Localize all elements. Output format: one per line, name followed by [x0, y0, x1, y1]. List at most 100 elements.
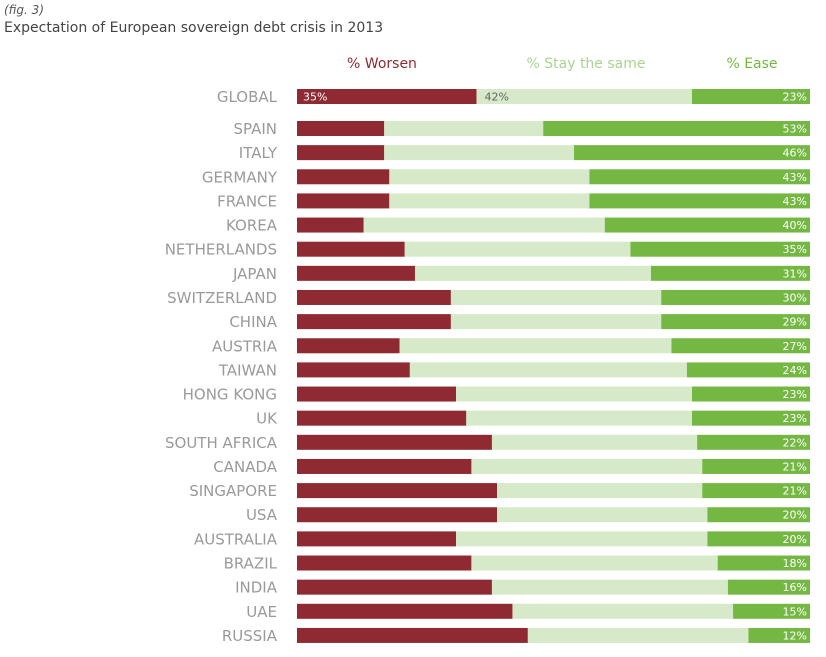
- category-label: AUSTRALIA: [194, 530, 278, 548]
- bar-ease: [630, 241, 810, 257]
- bar-worsen: [297, 241, 405, 257]
- data-label-ease: 20%: [783, 509, 807, 522]
- bar-worsen: [297, 458, 472, 474]
- bar-stay: [404, 241, 631, 257]
- category-label: UK: [256, 410, 278, 428]
- bar-ease: [650, 265, 810, 281]
- category-label: SPAIN: [233, 120, 277, 138]
- bar-worsen: [297, 121, 385, 136]
- data-label-ease: 27%: [783, 340, 807, 353]
- data-label-ease: 12%: [783, 629, 807, 642]
- bar-worsen: [297, 289, 451, 305]
- category-label: TAIWAN: [218, 361, 277, 379]
- category-label: JAPAN: [232, 265, 277, 283]
- bar-worsen: [297, 434, 492, 450]
- bar-stay: [466, 410, 693, 426]
- data-label-ease: 18%: [783, 557, 807, 570]
- data-label-ease: 53%: [783, 123, 807, 136]
- category-label: NETHERLANDS: [165, 241, 277, 259]
- data-label-ease: 30%: [783, 291, 807, 304]
- bar-worsen: [297, 410, 467, 426]
- bar-stay: [384, 145, 575, 161]
- data-label-ease: 31%: [783, 267, 807, 280]
- bar-stay: [389, 169, 590, 185]
- bar-stay: [399, 338, 672, 354]
- category-label: SWITZERLAND: [167, 289, 277, 307]
- category-label: RUSSIA: [222, 627, 278, 645]
- data-label-worsen: 35%: [303, 91, 327, 104]
- bar-worsen: [297, 217, 364, 233]
- bar-ease: [707, 531, 810, 547]
- bar-ease: [702, 458, 810, 474]
- data-label-ease: 40%: [783, 219, 807, 232]
- data-label-ease: 23%: [783, 412, 807, 425]
- category-label: KOREA: [226, 217, 278, 235]
- category-label: GLOBAL: [217, 88, 278, 106]
- bar-ease: [604, 217, 810, 233]
- bar-ease: [589, 169, 810, 185]
- bar-stay: [527, 627, 749, 643]
- bar-worsen: [297, 89, 477, 104]
- category-label: GERMANY: [202, 168, 278, 186]
- bar-ease: [697, 434, 810, 450]
- bar-worsen: [297, 193, 390, 209]
- bar-ease: [692, 89, 810, 104]
- category-label: HONG KONG: [183, 386, 277, 404]
- category-label: USA: [246, 506, 278, 524]
- bar-stay: [471, 555, 718, 571]
- bar-stay: [450, 314, 662, 330]
- data-label-stay: 42%: [485, 91, 509, 104]
- figure-number: (fig. 3): [4, 3, 44, 17]
- bar-worsen: [297, 338, 400, 354]
- data-label-ease: 29%: [783, 316, 807, 329]
- data-label-ease: 46%: [783, 147, 807, 160]
- data-label-ease: 16%: [783, 581, 807, 594]
- bar-ease: [727, 579, 810, 595]
- bar-ease: [686, 362, 810, 378]
- bar-worsen: [297, 579, 492, 595]
- data-label-ease: 15%: [783, 605, 807, 618]
- bar-stay: [497, 483, 703, 499]
- bar-stay: [363, 217, 605, 233]
- legend-ease: % Ease: [726, 56, 777, 72]
- data-label-ease: 43%: [783, 195, 807, 208]
- bar-worsen: [297, 627, 528, 643]
- data-label-ease: 22%: [783, 436, 807, 449]
- bar-worsen: [297, 145, 385, 161]
- category-label: INDIA: [235, 579, 278, 597]
- bar-stay: [471, 458, 703, 474]
- data-label-ease: 35%: [783, 243, 807, 256]
- category-label: AUSTRIA: [212, 337, 278, 355]
- bar-ease: [574, 145, 810, 161]
- bar-stay: [497, 507, 708, 523]
- bar-stay: [389, 193, 590, 209]
- bar-ease: [692, 386, 810, 402]
- data-label-ease: 20%: [783, 533, 807, 546]
- category-label: SINGAPORE: [189, 482, 277, 500]
- data-label-ease: 43%: [783, 171, 807, 184]
- bar-ease: [733, 603, 810, 619]
- category-label: BRAZIL: [224, 555, 278, 573]
- bar-ease: [589, 193, 810, 209]
- chart-title: Expectation of European sovereign debt c…: [4, 20, 384, 36]
- bar-stay: [409, 362, 687, 378]
- bar-worsen: [297, 603, 513, 619]
- bar-worsen: [297, 265, 415, 281]
- bar-stay: [456, 531, 708, 547]
- bar-stay: [512, 603, 734, 619]
- bar-stay: [491, 579, 728, 595]
- bar-stay: [476, 89, 693, 104]
- bar-ease: [661, 289, 810, 305]
- bar-ease: [671, 338, 810, 354]
- bar-worsen: [297, 386, 457, 402]
- bar-stay: [491, 434, 698, 450]
- bar-ease: [748, 627, 810, 643]
- bar-worsen: [297, 362, 410, 378]
- data-label-ease: 23%: [783, 388, 807, 401]
- data-label-ease: 21%: [783, 485, 807, 498]
- category-label: CANADA: [213, 458, 278, 476]
- category-label: CHINA: [229, 313, 277, 331]
- bar-worsen: [297, 169, 390, 185]
- data-label-ease: 23%: [783, 91, 807, 104]
